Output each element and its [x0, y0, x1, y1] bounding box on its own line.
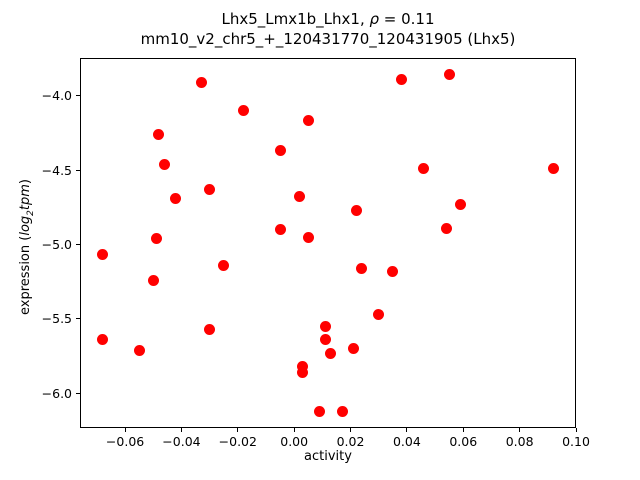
scatter-point [319, 320, 331, 332]
y-tick-mark [76, 169, 80, 171]
scatter-point [274, 224, 286, 236]
chart-title: Lhx5_Lmx1b_Lhx1, ρ = 0.11 mm10_v2_chr5_+… [80, 9, 576, 49]
scatter-point [319, 334, 331, 346]
scatter-point [325, 347, 337, 359]
x-tick-label: −0.06 [105, 434, 145, 449]
x-tick-label: −0.02 [218, 434, 257, 449]
scatter-point [336, 405, 348, 417]
scatter-point [395, 73, 407, 85]
title-correlation-value: = 0.11 [379, 10, 435, 28]
x-tick-label: 0.02 [336, 434, 365, 449]
scatter-point [147, 274, 159, 286]
scatter-point [302, 115, 314, 127]
scatter-point [373, 308, 385, 320]
x-tick-mark [350, 428, 352, 432]
scatter-point [153, 128, 165, 140]
scatter-point [443, 69, 455, 81]
scatter-point [347, 343, 359, 355]
scatter-point [133, 344, 145, 356]
scatter-point [274, 145, 286, 157]
x-tick-mark [237, 428, 239, 432]
y-tick-label: −4.5 [41, 162, 72, 178]
scatter-point [170, 192, 182, 204]
x-tick-mark [575, 428, 577, 432]
scatter-point [150, 233, 162, 245]
x-tick-label: 0.00 [280, 434, 309, 449]
y-tick-mark [76, 243, 80, 245]
y-tick-mark [76, 318, 80, 320]
scatter-point [418, 163, 430, 175]
x-tick-mark [519, 428, 521, 432]
scatter-point [302, 231, 314, 243]
x-tick-label: 0.04 [392, 434, 421, 449]
chart-title-line1: Lhx5_Lmx1b_Lhx1, ρ = 0.11 [80, 9, 576, 29]
scatter-point [294, 191, 306, 203]
y-tick-label: −4.0 [41, 88, 72, 104]
x-tick-mark [462, 428, 464, 432]
scatter-point [314, 405, 326, 417]
scatter-point [297, 361, 309, 373]
x-tick-label: 0.10 [562, 434, 590, 449]
x-tick-mark [124, 428, 126, 432]
scatter-point [204, 323, 216, 335]
y-tick-mark [76, 95, 80, 97]
x-tick-label: 0.06 [449, 434, 478, 449]
x-tick-mark [406, 428, 408, 432]
scatter-point [454, 198, 466, 210]
chart-title-line2: mm10_v2_chr5_+_120431770_120431905 (Lhx5… [140, 30, 516, 48]
rho-symbol: ρ [369, 10, 380, 28]
x-axis-label: activity [304, 449, 352, 464]
y-axis-label-text: expression (log2tpm) [18, 179, 36, 315]
scatter-point [237, 105, 249, 117]
scatter-point [159, 158, 171, 170]
scatter-point [356, 262, 368, 274]
scatter-point [195, 76, 207, 88]
x-tick-label: 0.08 [505, 434, 534, 449]
scatter-point [97, 249, 109, 261]
y-tick-label: −5.0 [41, 236, 72, 252]
y-tick-label: −5.5 [41, 311, 72, 327]
title-gene-set: Lhx5_Lmx1b_Lhx1, [221, 10, 370, 28]
plot-area [80, 58, 576, 428]
x-tick-mark [180, 428, 182, 432]
y-tick-label: −6.0 [41, 385, 72, 401]
scatter-point [440, 222, 452, 234]
scatter-point [350, 204, 362, 216]
scatter-point [204, 183, 216, 195]
x-tick-mark [293, 428, 295, 432]
x-tick-label: −0.04 [162, 434, 201, 449]
scatter-point [387, 265, 399, 277]
scatter-point [297, 366, 309, 378]
scatter-point [547, 163, 559, 175]
scatter-point [218, 259, 230, 271]
scatter-point [97, 334, 109, 346]
y-tick-mark [76, 392, 80, 394]
